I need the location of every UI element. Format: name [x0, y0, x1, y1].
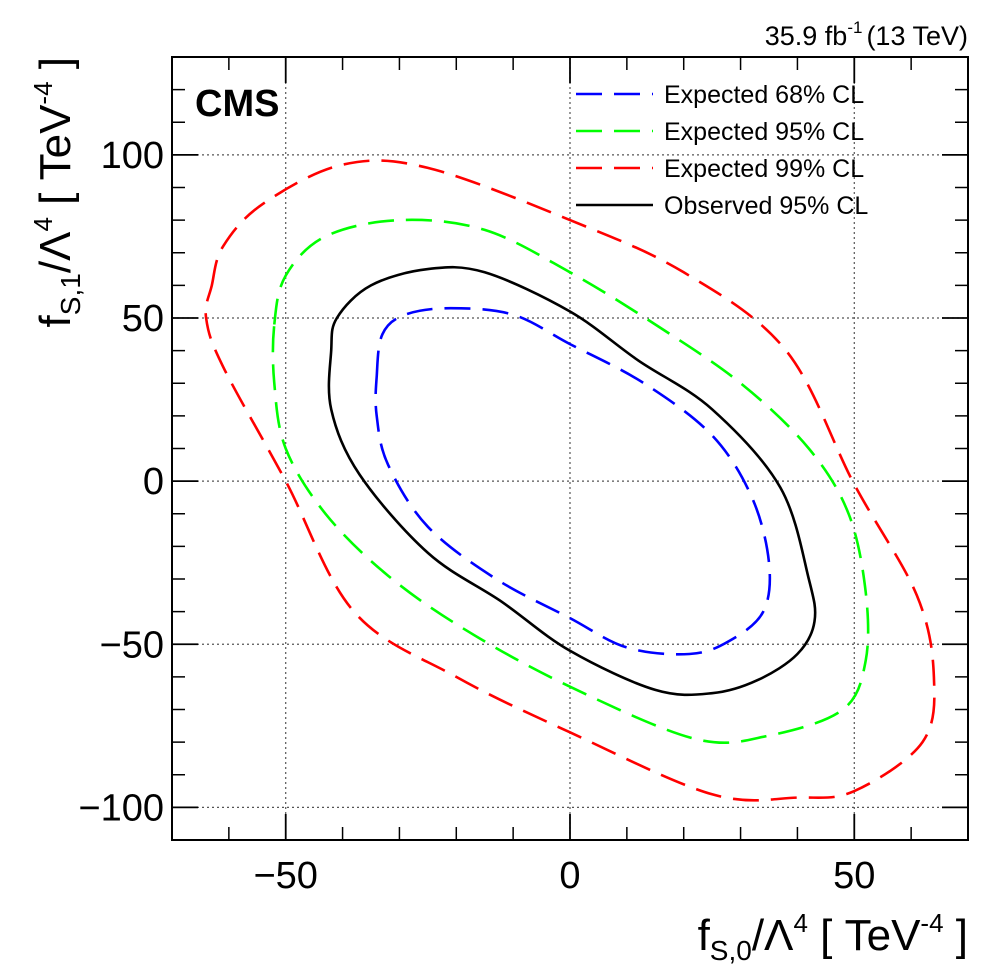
y-tick-label: −50 [100, 624, 164, 666]
legend-label: Expected 99% CL [664, 155, 864, 183]
x-tick-label: 50 [833, 855, 875, 897]
cms-label: CMS [195, 83, 279, 125]
y-tick-label: 0 [143, 461, 164, 503]
contour-expected-95-cl [271, 218, 870, 745]
x-axis-title: fS,0/Λ4 [ TeV-4 ] [698, 908, 968, 966]
tick-labels: −50 0 50 −100 −50 0 50 100 [78, 135, 875, 897]
legend-label: Expected 95% CL [664, 118, 864, 146]
y-axis-title: fS,1/Λ4 [ TeV-4 ] [28, 57, 86, 327]
contour-observed-95-cl [327, 265, 817, 697]
lumi-label: 35.9 fb-1 (13 TeV) [765, 18, 968, 51]
y-tick-label: 100 [101, 135, 164, 177]
x-tick-label: −50 [253, 855, 317, 897]
legend: Expected 68% CL Expected 95% CL Expected 9… [576, 81, 868, 220]
y-tick-label: 50 [122, 298, 164, 340]
x-tick-label: 0 [559, 855, 580, 897]
minor-ticks [171, 56, 969, 841]
contour-expected-68-cl [374, 306, 772, 656]
legend-label: Observed 95% CL [664, 192, 868, 220]
contour-series [204, 159, 936, 802]
legend-label: Expected 68% CL [664, 81, 864, 109]
y-tick-label: −100 [78, 787, 164, 829]
grid-lines [172, 57, 968, 840]
contour-expected-99-cl [204, 159, 936, 802]
